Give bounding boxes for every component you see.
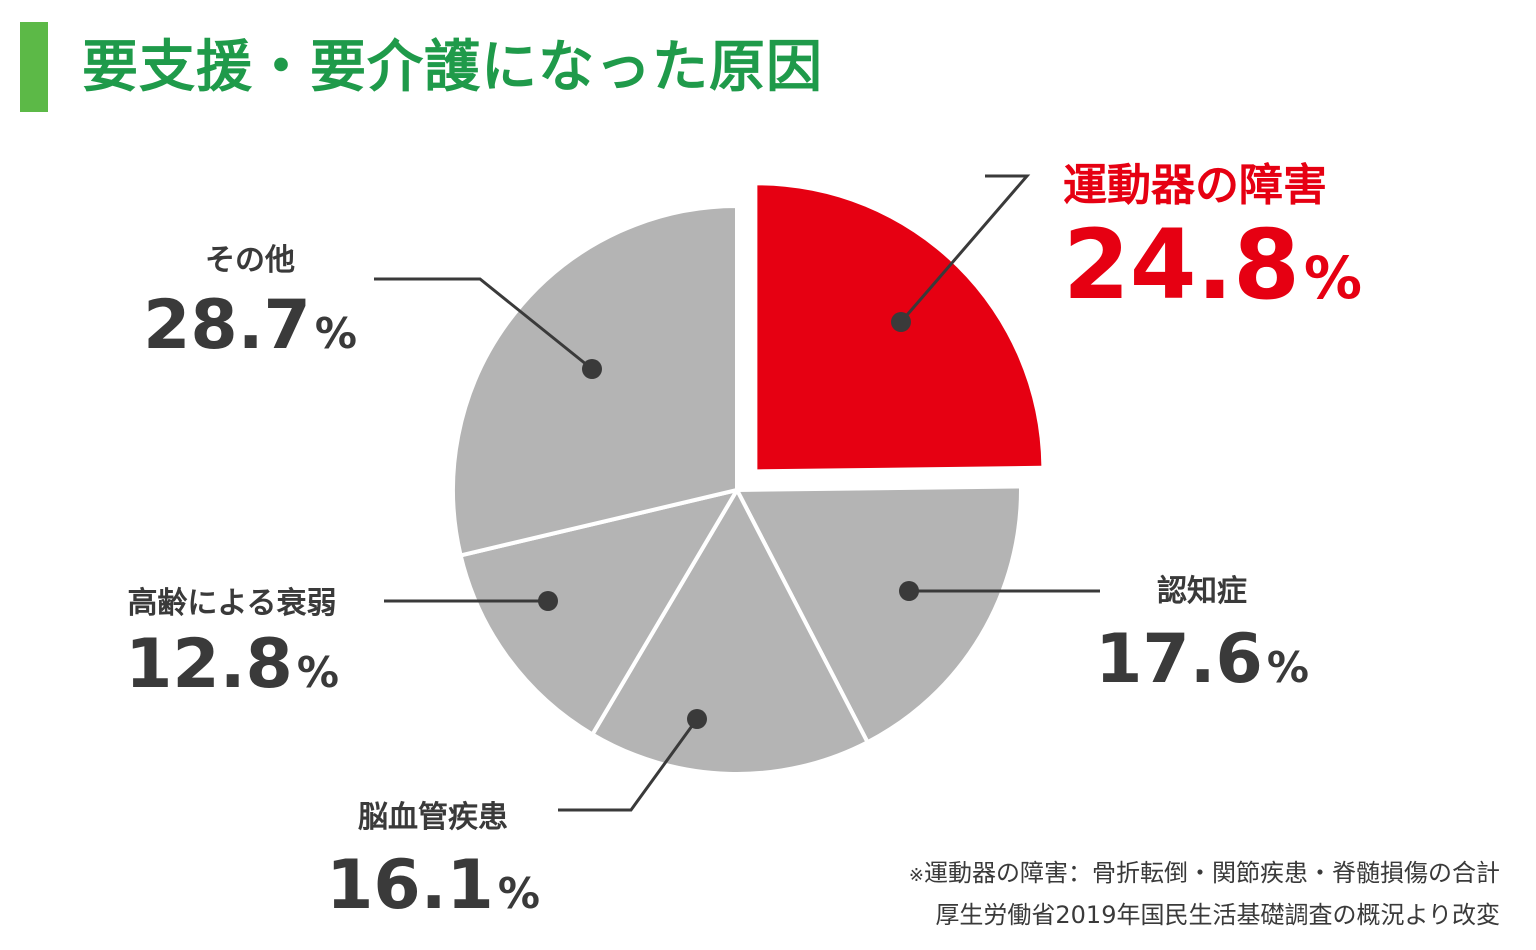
footnote-definition: ※運動器の障害：骨折転倒・関節疾患・脊髄損傷の合計 [909,853,1500,888]
leader-dot-dementia [899,581,919,601]
pie-slice-frailty [458,488,739,737]
slice-value-number-other: 28.7 [143,286,311,365]
slice-value-unit-dementia: % [1267,643,1309,692]
pie-slices [451,185,1042,776]
leader-dot-musculoskeletal [891,312,911,332]
leader-line-other [374,277,593,371]
slice-value-dementia: 17.6% [1095,620,1309,699]
slice-value-frailty: 12.8% [125,625,339,704]
title-accent-bar [20,22,48,112]
leader-dot-frailty [538,591,558,611]
slice-label-cerebrovascular: 脳血管疾患 [358,800,508,835]
slice-label-dementia: 認知症 [1157,574,1247,609]
leader-dot-other [582,359,602,379]
footnote-source: 厚生労働省2019年国民生活基礎調査の概況より改変 [935,901,1500,929]
pie-slice-cerebrovascular [590,488,870,776]
slice-value-musculoskeletal: 24.8% [1063,209,1362,321]
leader-line-cerebrovascular [558,718,699,812]
slice-value-number-musculoskeletal: 24.8 [1063,209,1300,321]
slice-value-number-dementia: 17.6 [1095,620,1263,699]
leader-dot-cerebrovascular [687,709,707,729]
slice-label-frailty: 高齢による衰弱 [127,586,336,621]
leader-lines [374,174,1100,812]
slice-value-unit-frailty: % [297,648,339,697]
page-title: 要支援・要介護になった原因 [82,35,823,100]
slice-value-unit-other: % [315,309,357,358]
slice-label-musculoskeletal: 運動器の障害 [1063,160,1327,211]
slice-label-other: その他 [205,243,295,278]
slice-value-other: 28.7% [143,286,357,365]
footnote-mark: ※ [908,865,924,886]
slice-value-number-frailty: 12.8 [125,625,293,704]
leader-line-musculoskeletal [899,174,1031,323]
pie-slice-other [451,204,739,558]
slice-value-unit-cerebrovascular: % [498,869,540,918]
pie-slice-dementia [735,484,1023,745]
slice-value-number-cerebrovascular: 16.1 [326,846,494,925]
footnote-definition-text: 運動器の障害：骨折転倒・関節疾患・脊髄損傷の合計 [924,859,1500,887]
slice-value-cerebrovascular: 16.1% [326,846,540,925]
slice-value-unit-musculoskeletal: % [1304,244,1362,312]
